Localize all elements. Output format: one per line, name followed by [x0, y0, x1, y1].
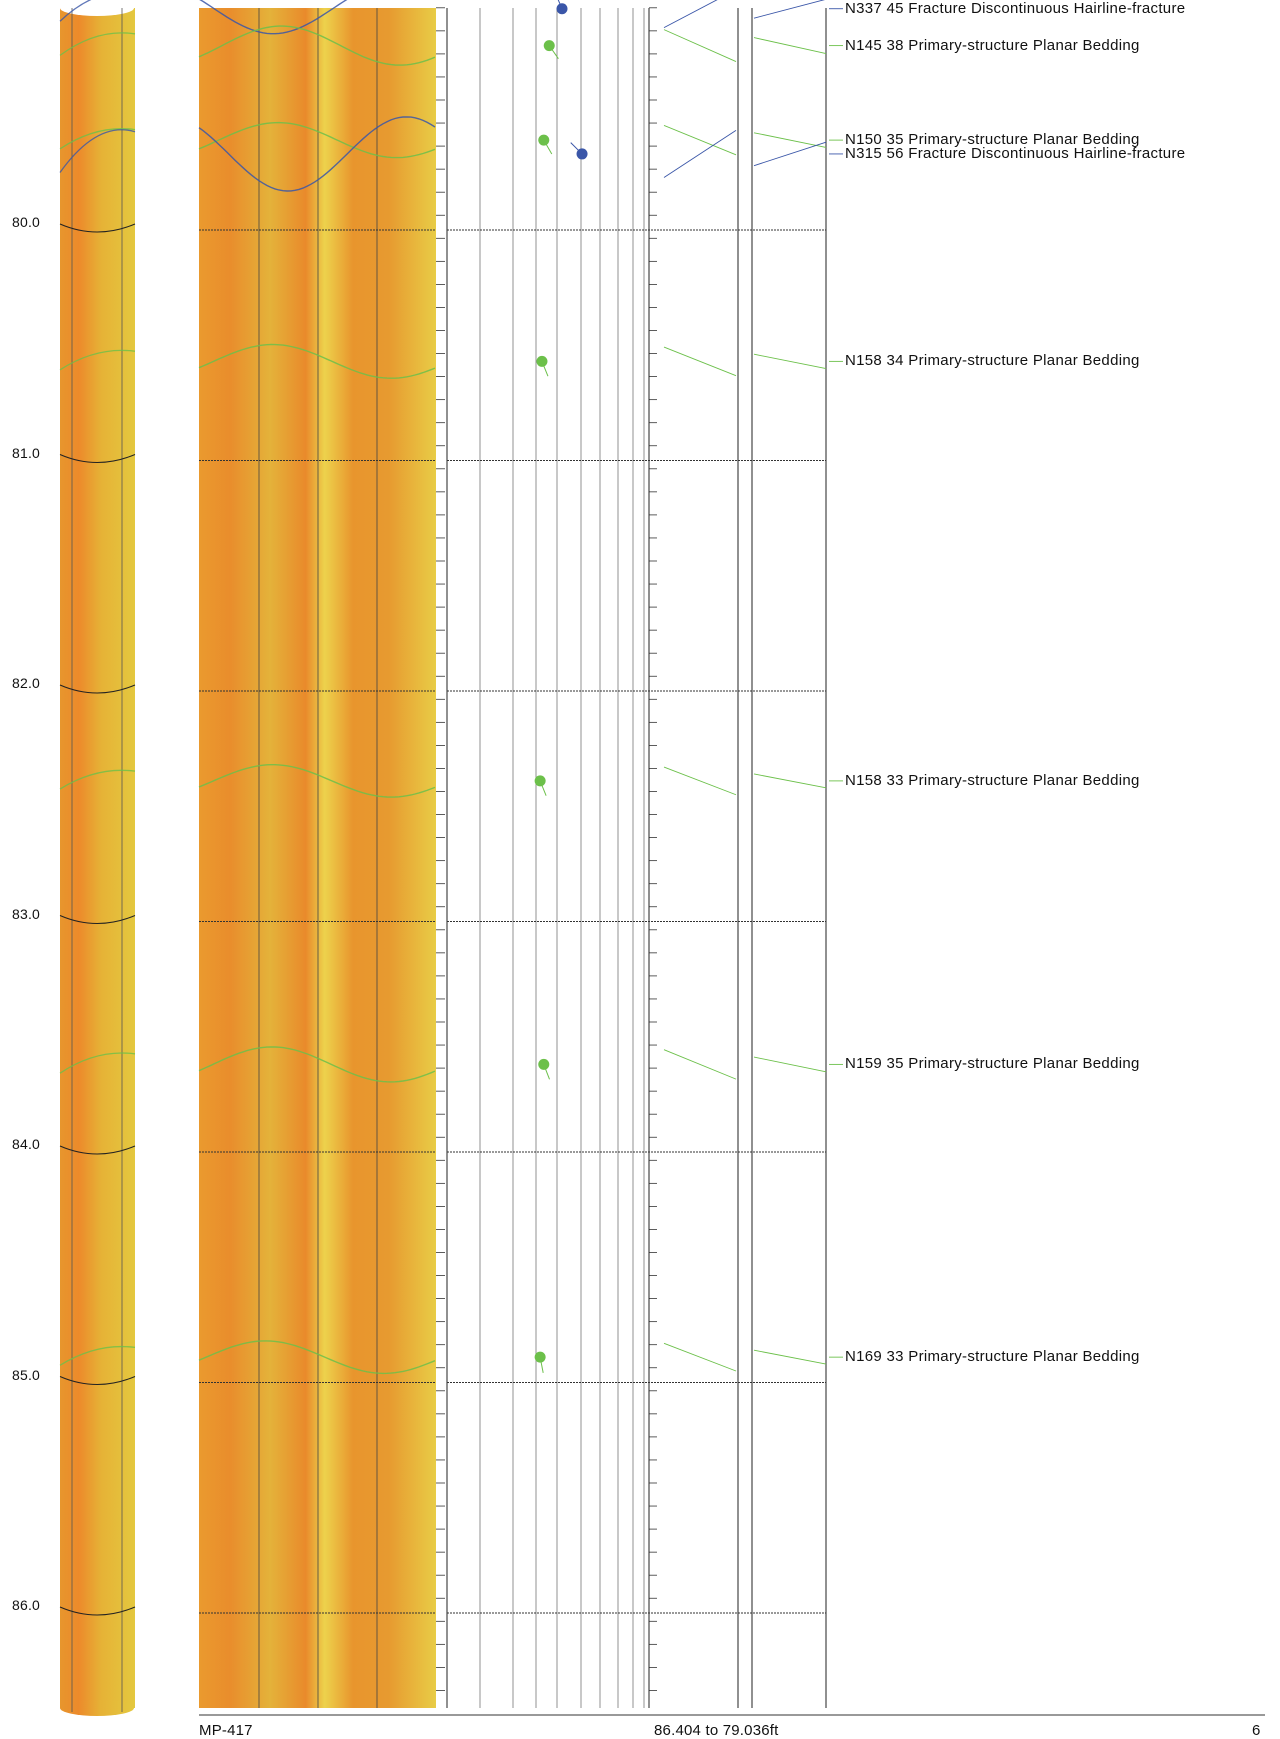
core-feature-trace — [59, 0, 92, 22]
depth-label: 86.0 — [12, 1597, 41, 1613]
tadpole-head — [543, 40, 555, 52]
tadpole-head — [556, 3, 568, 15]
tadpole-head — [576, 148, 588, 160]
image-traces — [198, 0, 436, 1375]
tadpole-grid — [436, 7, 657, 1708]
core-feature-trace — [59, 769, 136, 790]
depth-label: 85.0 — [12, 1366, 41, 1383]
core-body — [60, 8, 135, 1708]
feature-annotation: N145 38 Primary-structure Planar Bedding — [845, 36, 1140, 54]
core-depth-arc — [59, 1376, 136, 1385]
feature-annotation: N150 35 Primary-structure Planar Bedding — [845, 131, 1140, 149]
feature-annotation: N158 33 Primary-structure Planar Bedding — [845, 771, 1140, 789]
core-feature-trace — [59, 32, 136, 56]
tadpole-track — [436, 0, 657, 1708]
depth-label: 82.0 — [12, 675, 41, 691]
feature-annotation: N315 56 Fracture Discontinuous Hairline-… — [845, 144, 1186, 162]
core-depth-arc — [59, 1145, 136, 1155]
virtual-core — [59, 0, 136, 1716]
stick-segment — [753, 1349, 827, 1365]
core-feature-trace — [59, 1052, 136, 1074]
tadpole-head — [536, 355, 548, 367]
core-feature-trace — [59, 349, 136, 371]
feature-sinusoid — [198, 764, 436, 798]
unrolled-image-track — [198, 0, 436, 1708]
feature-annotation: N159 35 Primary-structure Planar Bedding — [845, 1055, 1140, 1073]
stick-segment — [753, 0, 825, 19]
feature-sinusoid — [198, 116, 436, 192]
sticks — [663, 0, 843, 1372]
depth-label: 84.0 — [12, 1136, 41, 1152]
stick-segment — [753, 37, 827, 55]
core-feature-trace — [59, 1345, 136, 1366]
feature-sinusoid — [198, 121, 436, 159]
core-top-cap — [60, 0, 134, 16]
tadpole-head — [538, 134, 550, 146]
core-depth-arc — [59, 915, 136, 924]
depth-label: 83.0 — [12, 905, 41, 922]
stick-segment — [753, 1056, 827, 1073]
well-name: MP-417 — [199, 1722, 253, 1739]
stick-segment — [663, 346, 737, 377]
core-depth-arc — [59, 454, 136, 463]
feature-sinusoid — [199, 0, 348, 35]
feature-sinusoid — [198, 1046, 436, 1083]
stick-segment — [663, 29, 737, 62]
core-bottom-cap — [60, 1700, 134, 1716]
image-depth-lines — [199, 229, 436, 1614]
feature-annotation: N158 34 Primary-structure Planar Bedding — [845, 352, 1140, 370]
tadpole-head — [534, 1351, 546, 1363]
unrolled-image — [199, 8, 436, 1708]
depth-label: 81.0 — [12, 444, 41, 461]
core-feature-trace — [59, 129, 136, 173]
depth-label: 80.0 — [12, 214, 41, 230]
core-depth-arc — [59, 1606, 136, 1616]
stick-segment — [753, 132, 827, 148]
feature-annotation: N337 45 Fracture Discontinuous Hairline-… — [845, 0, 1186, 17]
stick-segment — [663, 124, 737, 156]
stick-depth-lines — [447, 229, 826, 1614]
stick-segment — [663, 0, 718, 29]
stick-segment — [663, 1049, 737, 1080]
core-depth-arcs — [59, 223, 136, 1616]
feature-sinusoid — [198, 1340, 436, 1375]
core-depth-arc — [59, 684, 136, 694]
stick-segment — [753, 773, 827, 789]
feature-sinusoid — [198, 343, 436, 379]
stick-segment — [663, 1342, 737, 1372]
stick-segment — [663, 130, 737, 178]
page-number: 6 — [1252, 1722, 1261, 1739]
stick-segment — [753, 353, 827, 369]
depth-range: 86.404 to 79.036ft — [654, 1722, 779, 1739]
feature-sinusoid — [198, 25, 436, 66]
core-traces — [59, 0, 136, 1366]
tadpole-head — [538, 1058, 550, 1070]
core-depth-arc — [59, 223, 136, 233]
stick-track — [447, 0, 843, 1708]
stick-segment — [753, 141, 827, 167]
stick-segment — [663, 766, 737, 796]
core-feature-trace — [59, 128, 136, 150]
tadpoles — [534, 0, 588, 1373]
tadpole-head — [534, 775, 546, 787]
feature-annotation: N169 33 Primary-structure Planar Bedding — [845, 1348, 1140, 1366]
